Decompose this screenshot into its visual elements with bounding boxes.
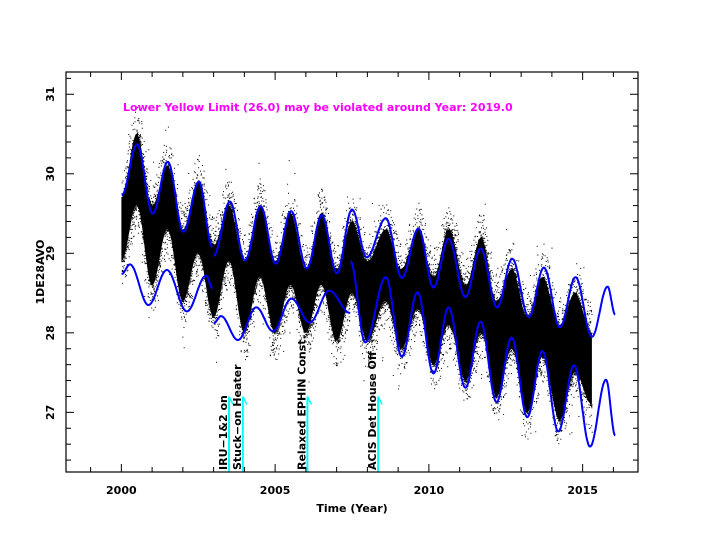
lower-limit-2-curve	[213, 289, 351, 341]
event-arrowhead	[306, 396, 313, 405]
event-arrowhead	[228, 396, 234, 405]
tick-labels: 2000 2005 2010 2015 27 28 29 30 31	[44, 87, 598, 497]
x-tick-label: 2005	[260, 484, 291, 497]
y-tick-label: 27	[44, 405, 57, 420]
event-label: IRU−1&2 on	[217, 395, 230, 470]
x-tick-label: 2010	[414, 484, 445, 497]
event-arrowhead	[377, 396, 383, 405]
x-tick-label: 2000	[106, 484, 137, 497]
limit-curves	[121, 143, 616, 448]
y-axis-label: 1DE28AVO	[34, 239, 47, 304]
data-points-scatter	[121, 106, 593, 447]
event-markers: IRU−1&2 on Stuck−on Heater Relaxed EPHIN C…	[217, 335, 383, 472]
event-arrowhead	[242, 396, 248, 405]
prediction-annotation: Lower Yellow Limit (26.0) may be violate…	[123, 101, 513, 114]
x-axis-label: Time (Year)	[316, 502, 387, 515]
y-tick-label: 28	[44, 325, 57, 340]
y-tick-label: 30	[44, 166, 57, 182]
event-label: Stuck−on Heater	[231, 364, 244, 470]
event-label: Relaxed EPHIN Const.	[295, 335, 308, 470]
y-tick-label: 31	[44, 87, 57, 102]
lower-limit-3-curve	[350, 260, 616, 448]
lower-limit-1-curve	[121, 263, 213, 313]
plot-frame	[65, 71, 639, 473]
upper-limit-1-curve	[121, 143, 213, 248]
y-tick-label: 29	[44, 246, 57, 261]
axis-ticks	[66, 72, 638, 472]
event-label: ACIS Det House Off	[366, 351, 379, 470]
x-tick-label: 2015	[567, 484, 598, 497]
upper-limit-2-curve	[213, 200, 616, 338]
